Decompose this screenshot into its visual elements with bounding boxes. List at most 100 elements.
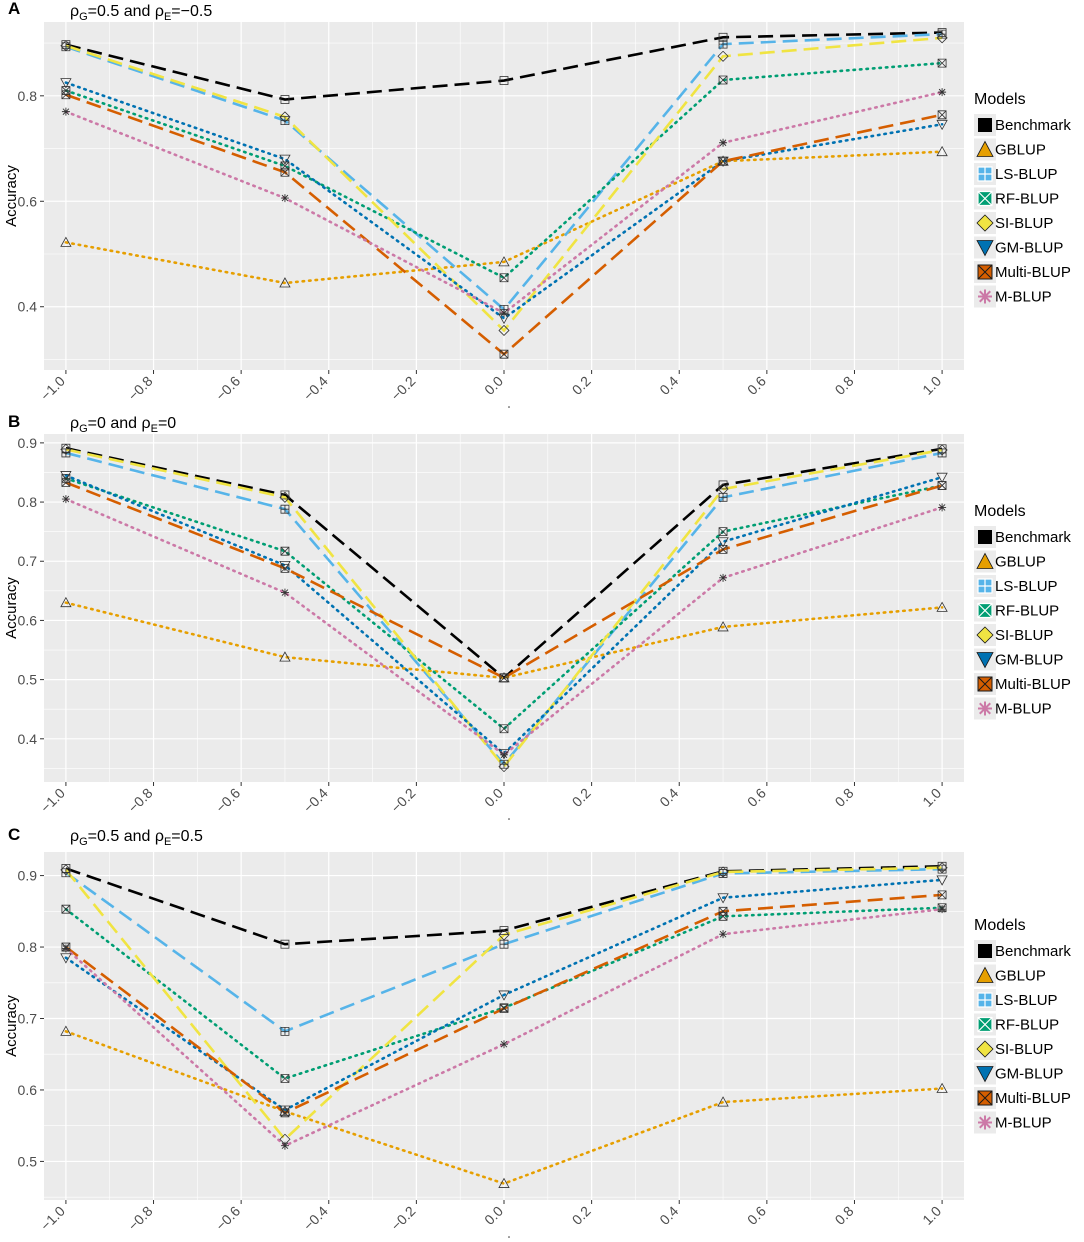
panel-letter: C xyxy=(8,825,20,844)
y-tick-label: 0.8 xyxy=(18,939,38,955)
legend-symbol xyxy=(977,602,993,619)
x-tick-label: −0.4 xyxy=(300,785,331,816)
data-point-si-blup xyxy=(936,32,948,44)
legend-symbol xyxy=(977,992,993,1008)
data-point-gblup xyxy=(279,277,291,288)
panel-c: 0.5 0.6 0.7 0.8 0.9 −1.0 −0.8 −0.6 −0.4 −0.2 0.0 0.… xyxy=(3,825,1071,1238)
legend-entry-label: LS-BLUP xyxy=(995,166,1058,183)
data-point-benchmark xyxy=(280,95,290,104)
legend-symbol xyxy=(978,944,992,958)
x-tick-label: −1.0 xyxy=(37,1203,68,1234)
data-point-multi-blup xyxy=(280,1108,290,1118)
data-point-rf-blup xyxy=(499,724,509,734)
data-point-si-blup xyxy=(498,929,510,941)
data-point-gm-blup xyxy=(717,537,729,548)
x-tick-label: 0.0 xyxy=(481,1203,506,1228)
y-tick-label: 0.6 xyxy=(18,612,38,628)
legend-entry-label: LS-BLUP xyxy=(995,578,1058,595)
x-tick-label: 1.0 xyxy=(919,373,944,398)
legend-entry-label: Benchmark xyxy=(995,117,1071,134)
legend-symbol xyxy=(977,1090,993,1106)
x-tick-label: 0.0 xyxy=(481,373,506,398)
data-point-benchmark xyxy=(499,76,509,85)
panel-title: ρG=0 and ρE=0 xyxy=(70,415,176,435)
data-point-m-blup xyxy=(280,1141,289,1150)
data-point-benchmark xyxy=(718,480,728,490)
data-point-multi-blup xyxy=(499,1004,509,1013)
data-point-gm-blup xyxy=(936,472,948,484)
x-tick-label: 0.4 xyxy=(656,1203,681,1228)
data-point-ls-blup xyxy=(937,448,947,458)
legend-symbol xyxy=(977,578,993,594)
data-point-rf-blup xyxy=(718,527,728,537)
data-point-si-blup xyxy=(717,483,729,495)
legend-entry-label: SI-BLUP xyxy=(995,627,1053,644)
legend-entry-label: Multi-BLUP xyxy=(995,1090,1071,1107)
legend-symbol xyxy=(976,1040,994,1058)
x-tick-label: −0.6 xyxy=(212,373,243,404)
data-point-m-blup xyxy=(61,495,70,504)
x-axis-label-mark xyxy=(508,1236,510,1238)
x-tick-label: −0.4 xyxy=(300,373,331,404)
legend-entry-label: M-BLUP xyxy=(995,1115,1052,1132)
legend-symbol xyxy=(976,652,994,669)
data-point-gm-blup xyxy=(498,749,510,760)
x-tick-label: −0.8 xyxy=(125,373,156,404)
series-line-m-blup xyxy=(64,907,944,1148)
data-point-multi-blup xyxy=(280,563,290,573)
x-axis-label-mark xyxy=(508,818,510,820)
y-tick-label: 0.9 xyxy=(18,868,38,884)
data-point-m-blup xyxy=(719,573,728,582)
data-point-si-blup xyxy=(498,761,510,773)
data-point-gblup xyxy=(936,1082,948,1093)
data-point-si-blup xyxy=(60,443,72,455)
data-point-benchmark xyxy=(280,939,290,949)
legend-entry-label: GBLUP xyxy=(995,968,1046,985)
legend-title: Models xyxy=(974,91,1026,108)
y-tick-label: 0.4 xyxy=(18,299,38,315)
x-tick-label: 0.4 xyxy=(656,373,681,398)
legend-entry-label: RF-BLUP xyxy=(995,1017,1059,1034)
panel-title: ρG=0.5 and ρE=−0.5 xyxy=(70,3,212,23)
y-axis-label: Accuracy xyxy=(3,577,20,639)
data-point-ls-blup xyxy=(280,116,290,125)
data-point-si-blup xyxy=(279,111,291,123)
series-line-si-blup xyxy=(65,448,943,769)
data-point-ls-blup xyxy=(280,504,290,514)
data-point-gm-blup xyxy=(498,990,510,1001)
legend-symbol xyxy=(976,552,994,569)
data-point-m-blup xyxy=(61,107,70,116)
series-line-benchmark xyxy=(65,31,943,101)
legend-entry-label: LS-BLUP xyxy=(995,992,1058,1009)
data-point-ls-blup xyxy=(937,864,947,874)
series-line-gm-blup xyxy=(64,81,944,320)
data-point-multi-blup xyxy=(718,545,728,554)
x-tick-label: 0.0 xyxy=(481,785,506,810)
legend-symbol xyxy=(976,966,994,983)
x-tick-label: 0.6 xyxy=(744,1203,769,1228)
legend-entry-label: GBLUP xyxy=(995,142,1046,159)
data-point-m-blup xyxy=(280,588,289,597)
x-tick-label: 1.0 xyxy=(919,785,944,810)
data-point-rf-blup xyxy=(718,75,728,85)
data-point-si-blup xyxy=(60,864,72,876)
data-point-ls-blup xyxy=(61,448,71,458)
legend-entry-label: SI-BLUP xyxy=(995,1041,1053,1058)
panel-a: 0.4 0.6 0.8 −1.0 −0.8 −0.6 −0.4 −0.2 0.0 0.2 0.4 0.… xyxy=(3,0,1071,408)
data-point-ls-blup xyxy=(280,1026,290,1036)
legend-entry-label: Benchmark xyxy=(995,943,1071,960)
data-point-ls-blup xyxy=(61,42,71,52)
x-tick-label: −0.2 xyxy=(388,373,419,404)
data-point-rf-blup xyxy=(280,546,290,556)
data-point-gm-blup xyxy=(717,893,729,904)
data-point-rf-blup xyxy=(280,1074,290,1083)
x-tick-label: 1.0 xyxy=(919,1203,944,1228)
y-axis-label: Accuracy xyxy=(3,165,20,227)
series-line-rf-blup xyxy=(64,61,944,280)
legend-entry-label: GM-BLUP xyxy=(995,240,1063,257)
data-point-m-blup xyxy=(938,905,947,914)
data-point-gblup xyxy=(60,596,72,608)
y-tick-label: 0.7 xyxy=(18,1010,38,1026)
series-line-gblup xyxy=(64,1030,944,1185)
data-point-si-blup xyxy=(936,862,948,874)
